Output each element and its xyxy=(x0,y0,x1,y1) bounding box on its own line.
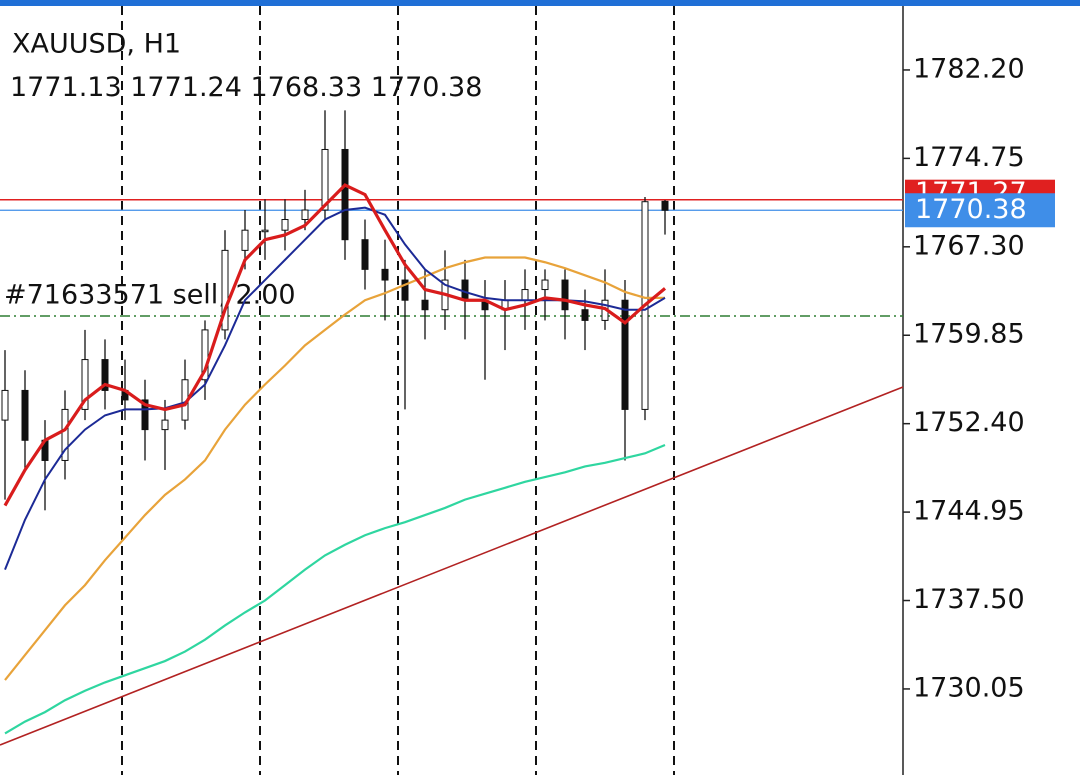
moving-average xyxy=(3,183,667,507)
candle-body xyxy=(201,329,209,381)
y-tick-label: 1730.05 xyxy=(913,672,1025,703)
candle-body xyxy=(301,209,309,221)
y-tick-label: 1767.30 xyxy=(913,230,1025,261)
candle-body xyxy=(561,279,569,311)
candle-body xyxy=(421,299,429,311)
y-tick-label: 1759.85 xyxy=(913,319,1025,350)
moving-average xyxy=(4,444,666,735)
candle-body xyxy=(221,249,229,331)
period-separators xyxy=(121,6,675,775)
y-tick-label: 1774.75 xyxy=(913,142,1025,173)
order-label: #71633571 sell, 2.00 xyxy=(4,280,296,311)
low-readout: 1768.33 xyxy=(251,72,363,103)
trend-line xyxy=(0,386,904,746)
candle-body xyxy=(541,279,549,291)
y-tick-label: 1744.95 xyxy=(913,496,1025,527)
candle-body xyxy=(1,389,9,421)
candle-body xyxy=(621,299,629,410)
candle-body xyxy=(581,309,589,321)
candle-body xyxy=(141,399,149,431)
y-tick-label: 1737.50 xyxy=(913,584,1025,615)
open-readout: 1771.13 xyxy=(10,72,122,103)
candle-body xyxy=(81,359,89,410)
candle-body xyxy=(521,289,529,301)
close-readout: 1770.38 xyxy=(371,72,483,103)
candle-body xyxy=(341,148,349,241)
ohlc-readout: 1771.13 1771.24 1768.33 1770.38 xyxy=(10,72,482,103)
moving-average xyxy=(4,256,665,681)
candle-body xyxy=(381,268,389,281)
y-tick-label: 1752.40 xyxy=(913,407,1025,438)
bid-price-box xyxy=(905,193,1055,228)
top-bar xyxy=(0,0,1080,6)
plot: #71633571 sell, 2.00 xyxy=(0,110,904,746)
candle-body xyxy=(161,419,169,431)
candle-body xyxy=(661,200,669,211)
y-tick-label: 1782.20 xyxy=(913,53,1025,84)
candle-body xyxy=(241,229,249,251)
candle-body xyxy=(361,239,369,270)
high-readout: 1771.24 xyxy=(130,72,242,103)
candle-body xyxy=(101,359,109,391)
candle-body xyxy=(401,279,409,301)
candle-body xyxy=(261,229,269,233)
candle-body xyxy=(21,389,29,441)
symbol-title: XAUUSD, H1 xyxy=(12,29,181,60)
candle-body xyxy=(281,219,289,231)
candle-body xyxy=(321,148,329,211)
bid-price-label: 1770.38 xyxy=(915,194,1027,225)
candle-body xyxy=(61,408,69,461)
